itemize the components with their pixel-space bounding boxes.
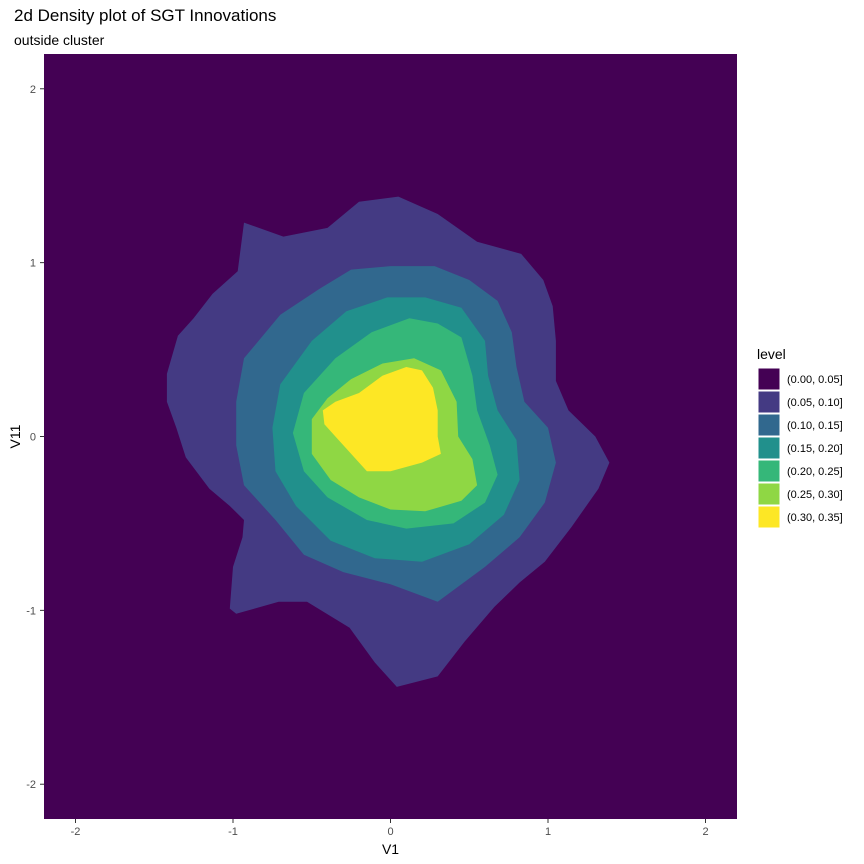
legend-swatch: [757, 505, 781, 529]
legend-swatch: [757, 413, 781, 437]
y-axis: -2 -1 0 1 2: [26, 84, 44, 791]
legend-title: level: [757, 346, 786, 362]
legend-label: (0.20, 0.25]: [787, 466, 843, 478]
legend-swatch: [757, 436, 781, 460]
x-tick-label: 2: [702, 826, 708, 838]
legend-label: (0.25, 0.30]: [787, 489, 843, 501]
y-axis-label: V11: [7, 424, 23, 448]
contour-band-7: [322, 367, 441, 472]
x-axis: -2 -1 0 1 2: [71, 819, 709, 838]
legend-label: (0.10, 0.15]: [787, 420, 843, 432]
y-tick-label: -2: [26, 779, 36, 791]
y-tick-label: 2: [30, 84, 36, 96]
legend-label: (0.15, 0.20]: [787, 443, 843, 455]
x-tick-label: -2: [71, 826, 81, 838]
y-tick-label: 1: [30, 258, 36, 270]
x-tick-label: 1: [545, 826, 551, 838]
legend-label: (0.05, 0.10]: [787, 397, 843, 409]
legend-swatch: [757, 390, 781, 414]
legend-label: (0.30, 0.35]: [787, 512, 843, 524]
legend-swatch: [757, 482, 781, 506]
y-tick-label: 0: [30, 432, 36, 444]
legend-label: (0.00, 0.05]: [787, 374, 843, 386]
x-tick-label: -1: [228, 826, 238, 838]
legend: level (0.00, 0.05] (0.05, 0.10] (0.10, 0.1…: [757, 346, 843, 529]
contour-layer: [166, 196, 610, 687]
legend-swatch: [757, 367, 781, 391]
x-axis-label: V1: [382, 841, 399, 857]
chart-subtitle: outside cluster: [14, 32, 105, 48]
chart-title: 2d Density plot of SGT Innovations: [14, 6, 277, 25]
x-tick-label: 0: [387, 826, 393, 838]
legend-swatch: [757, 459, 781, 483]
y-tick-label: -1: [26, 605, 36, 617]
